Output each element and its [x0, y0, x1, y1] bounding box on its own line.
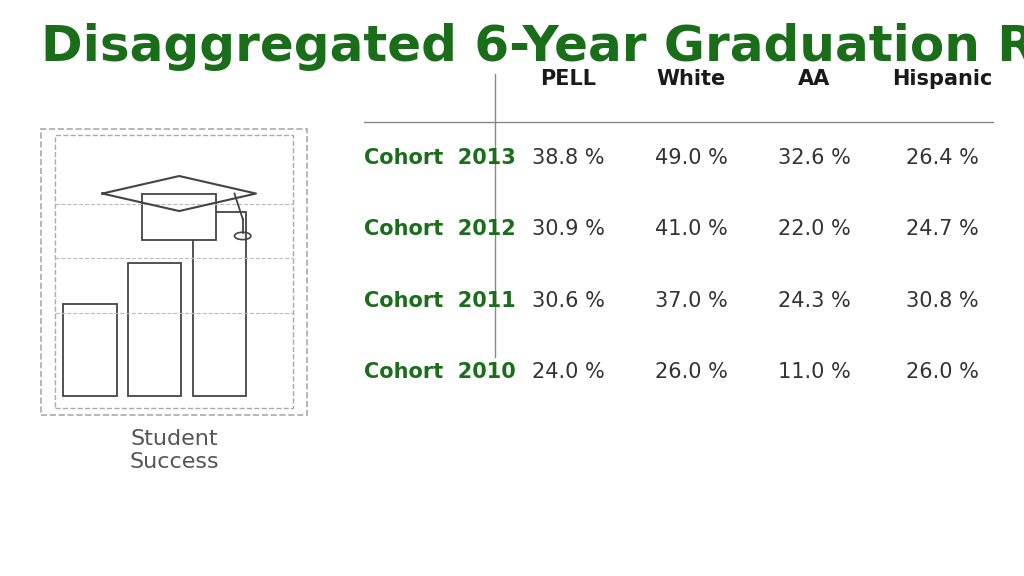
Text: 24.7 %: 24.7 % — [905, 219, 979, 239]
Text: 26.0 %: 26.0 % — [654, 362, 728, 382]
Text: Cohort  2011: Cohort 2011 — [364, 291, 515, 310]
Text: 24.3 %: 24.3 % — [777, 291, 851, 310]
Bar — [63, 304, 117, 396]
Text: White: White — [656, 69, 726, 89]
Text: 24.0 %: 24.0 % — [531, 362, 605, 382]
Bar — [55, 135, 293, 408]
Bar — [128, 263, 181, 396]
Text: 26.0 %: 26.0 % — [905, 362, 979, 382]
Text: 37.0 %: 37.0 % — [654, 291, 728, 310]
Text: Cohort  2010: Cohort 2010 — [364, 362, 515, 382]
Bar — [142, 194, 216, 240]
Text: Student
Success: Student Success — [129, 429, 219, 472]
Text: AA: AA — [798, 69, 830, 89]
Text: PARKSIDE: PARKSIDE — [640, 491, 972, 546]
Text: Cohort  2012: Cohort 2012 — [364, 219, 515, 239]
Text: 41.0 %: 41.0 % — [654, 219, 728, 239]
Text: Cohort  2013: Cohort 2013 — [364, 148, 515, 168]
Text: 11.0 %: 11.0 % — [777, 362, 851, 382]
Text: 30.6 %: 30.6 % — [531, 291, 605, 310]
Text: Hispanic: Hispanic — [892, 69, 992, 89]
Text: 38.8 %: 38.8 % — [532, 148, 604, 168]
Text: 26.4 %: 26.4 % — [905, 148, 979, 168]
Text: PELL: PELL — [541, 69, 596, 89]
Bar — [193, 212, 246, 396]
Text: 30.9 %: 30.9 % — [531, 219, 605, 239]
Text: 49.0 %: 49.0 % — [654, 148, 728, 168]
Bar — [41, 129, 307, 415]
Text: UNIVERSITY OF
WISCONSIN: UNIVERSITY OF WISCONSIN — [481, 487, 589, 515]
Text: 22.0 %: 22.0 % — [777, 219, 851, 239]
Text: 30.8 %: 30.8 % — [906, 291, 978, 310]
Text: 32.6 %: 32.6 % — [777, 148, 851, 168]
Text: Disaggregated 6-Year Graduation Rate: Disaggregated 6-Year Graduation Rate — [41, 23, 1024, 71]
